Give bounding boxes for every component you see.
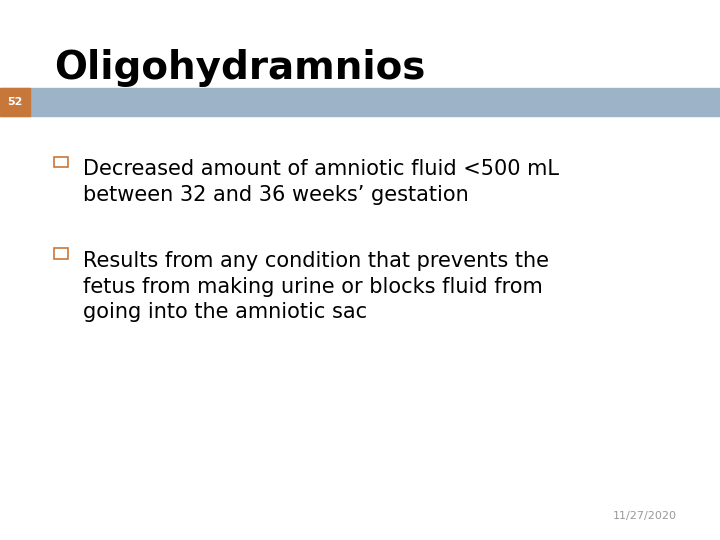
Text: Results from any condition that prevents the
fetus from making urine or blocks f: Results from any condition that prevents… bbox=[83, 251, 549, 322]
Text: 52: 52 bbox=[7, 97, 23, 107]
Text: Decreased amount of amniotic fluid <500 mL
between 32 and 36 weeks’ gestation: Decreased amount of amniotic fluid <500 … bbox=[83, 159, 559, 205]
Text: 11/27/2020: 11/27/2020 bbox=[613, 511, 677, 521]
Bar bbox=[54, 157, 68, 167]
Bar bbox=[54, 248, 68, 259]
Text: Oligohydramnios: Oligohydramnios bbox=[54, 49, 426, 86]
Bar bbox=[0, 88, 720, 116]
Bar bbox=[0, 88, 30, 116]
